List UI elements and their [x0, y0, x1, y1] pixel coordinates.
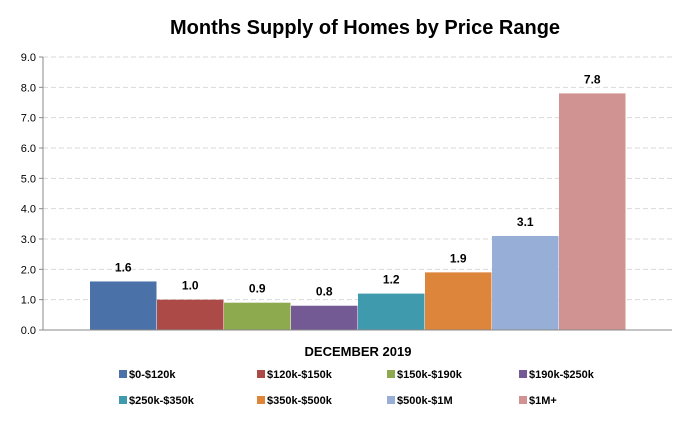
legend-swatch — [119, 370, 127, 378]
legend-label: $250k-$350k — [129, 395, 195, 407]
legend-label: $500k-$1M — [397, 395, 453, 407]
bar — [291, 305, 358, 330]
legend: $0-$120k $120k-$150k $150k-$190k $190k-$250… — [119, 369, 595, 407]
bar — [559, 93, 626, 331]
y-axis: 0.0 1.0 2.0 3.0 4.0 5.0 6.0 7.0 8.0 9.0 — [21, 52, 44, 337]
chart-title: Months Supply of Homes by Price Range — [170, 17, 560, 39]
data-label: 3.1 — [517, 215, 534, 229]
y-tick-label: 4.0 — [21, 204, 36, 216]
data-label: 7.8 — [584, 72, 601, 86]
data-label: 1.6 — [115, 260, 132, 274]
legend-swatch — [119, 396, 127, 404]
bar — [90, 281, 157, 330]
legend-label: $190k-$250k — [529, 369, 595, 381]
data-label: 1.0 — [182, 279, 199, 293]
bar — [358, 293, 425, 330]
data-label: 1.9 — [450, 251, 467, 265]
legend-label: $0-$120k — [129, 369, 176, 381]
y-tick-label: 6.0 — [21, 143, 36, 155]
data-label: 1.2 — [383, 273, 400, 287]
y-tick-label: 9.0 — [21, 52, 36, 64]
legend-label: $350k-$500k — [267, 395, 333, 407]
y-tick-label: 5.0 — [21, 173, 36, 185]
bar — [157, 299, 224, 330]
legend-swatch — [387, 396, 395, 404]
bar — [224, 302, 291, 330]
legend-swatch — [257, 370, 265, 378]
legend-label: $1M+ — [529, 395, 557, 407]
legend-label: $120k-$150k — [267, 369, 333, 381]
y-tick-label: 0.0 — [21, 325, 36, 337]
legend-swatch — [257, 396, 265, 404]
data-label: 0.8 — [316, 285, 333, 299]
legend-swatch — [387, 370, 395, 378]
legend-swatch — [519, 396, 527, 404]
data-label: 0.9 — [249, 282, 266, 296]
gridlines — [43, 56, 672, 301]
y-tick-label: 3.0 — [21, 234, 36, 246]
x-axis-label: DECEMBER 2019 — [305, 344, 412, 359]
bar — [425, 272, 492, 330]
y-tick-label: 1.0 — [21, 295, 36, 307]
y-tick-label: 8.0 — [21, 82, 36, 94]
bar — [492, 235, 559, 330]
data-labels: 1.6 1.0 0.9 0.8 1.2 1.9 3.1 7.8 — [115, 72, 601, 298]
y-tick-label: 2.0 — [21, 264, 36, 276]
legend-swatch — [519, 370, 527, 378]
legend-label: $150k-$190k — [397, 369, 463, 381]
bars — [90, 93, 626, 331]
y-tick-label: 7.0 — [21, 113, 36, 125]
